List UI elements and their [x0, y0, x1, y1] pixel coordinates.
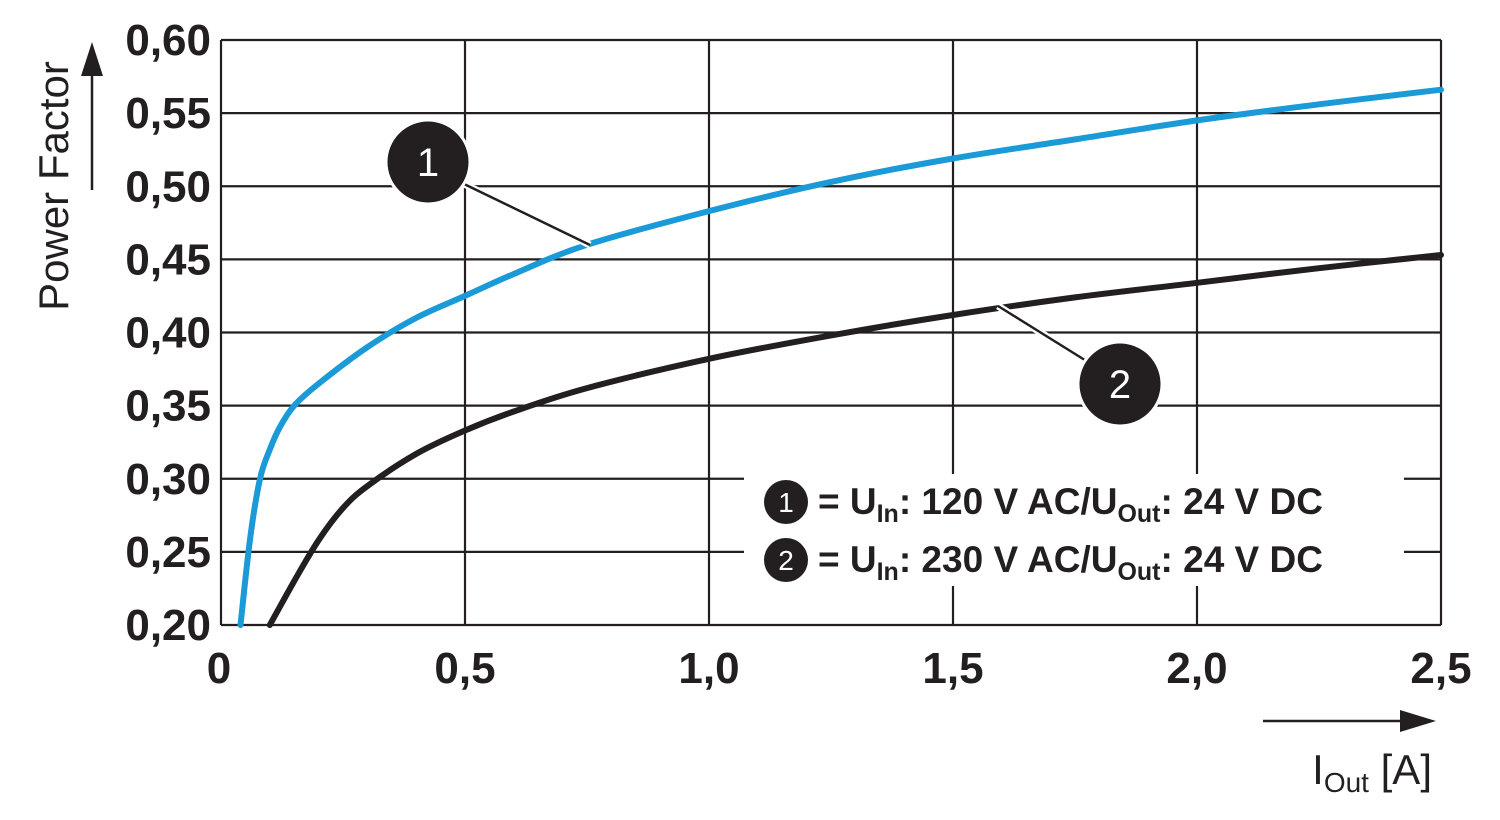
- x-axis-title-sub: Out: [1324, 767, 1369, 798]
- legend-marker-1-label: 1: [778, 487, 794, 518]
- x-tick-label: 1,0: [678, 644, 739, 693]
- x-axis-title-group: IOut [A]: [1263, 710, 1436, 798]
- y-axis-title-group: Power Factor: [30, 42, 103, 311]
- callout-1-label: 1: [417, 141, 439, 185]
- x-tick-label: 0: [207, 644, 231, 693]
- legend-2-sub-out: Out: [1117, 558, 1161, 586]
- y-tick-labels: 0,20 0,25 0,30 0,35 0,40 0,45 0,50 0,55 0,60: [125, 16, 211, 650]
- y-tick-label: 0,20: [125, 601, 211, 650]
- legend-entry-2-text: = UIn: 230 V AC/UOut: 24 V DC: [818, 539, 1323, 586]
- callout-2: 2: [996, 303, 1164, 428]
- legend-marker-1: [764, 480, 808, 524]
- legend-1-suffix: : 24 V DC: [1161, 481, 1323, 522]
- legend-2-mid: : 230 V AC/U: [899, 539, 1118, 580]
- legend-entry-1: 1 = UIn: 120 V AC/UOut: 24 V DC: [764, 480, 1323, 528]
- y-tick-label: 0,40: [125, 309, 211, 358]
- legend-2-prefix: = U: [818, 539, 877, 580]
- x-tick-label: 2,0: [1166, 644, 1227, 693]
- y-tick-label: 0,55: [125, 89, 211, 138]
- y-axis-arrow-head: [81, 42, 103, 76]
- y-tick-label: 0,50: [125, 162, 211, 211]
- x-axis-arrow-head: [1400, 710, 1436, 732]
- callout-2-badge: [1076, 340, 1164, 428]
- series-line-2: [266, 252, 1444, 628]
- series-lines: [237, 86, 1444, 628]
- x-tick-label: 1,5: [922, 644, 983, 693]
- callout-1-badge: [384, 118, 472, 206]
- legend-1-prefix: = U: [818, 481, 877, 522]
- x-tick-labels: 0 0,5 1,0 1,5 2,0 2,5: [207, 644, 1472, 693]
- x-tick-label: 0,5: [434, 644, 495, 693]
- legend: 1 = UIn: 120 V AC/UOut: 24 V DC 2 = UIn:…: [744, 474, 1404, 586]
- callout-2-leader-inner: [997, 304, 1089, 364]
- y-tick-label: 0,60: [125, 16, 211, 65]
- y-tick-label: 0,35: [125, 382, 211, 431]
- legend-marker-2: [764, 538, 808, 582]
- legend-entry-2: 2 = UIn: 230 V AC/UOut: 24 V DC: [764, 538, 1323, 586]
- legend-2-sub-in: In: [877, 558, 899, 586]
- y-tick-label: 0,30: [125, 455, 211, 504]
- x-axis-title-main: I: [1312, 746, 1324, 793]
- x-tick-label: 2,5: [1410, 644, 1471, 693]
- y-axis-title: Power Factor: [30, 61, 77, 311]
- legend-1-sub-out: Out: [1117, 500, 1161, 528]
- series-line-1: [237, 86, 1444, 628]
- legend-entry-1-text: = UIn: 120 V AC/UOut: 24 V DC: [818, 481, 1323, 528]
- callout-2-label: 2: [1109, 363, 1131, 407]
- legend-1-sub-in: In: [877, 500, 899, 528]
- legend-marker-2-label: 2: [778, 545, 794, 576]
- y-tick-label: 0,45: [125, 235, 211, 284]
- legend-1-mid: : 120 V AC/U: [899, 481, 1118, 522]
- x-axis-title-unit: [A]: [1369, 746, 1432, 793]
- callout-1: 1: [384, 118, 592, 249]
- legend-2-suffix: : 24 V DC: [1161, 539, 1323, 580]
- callout-1-leader-inner: [461, 181, 591, 247]
- y-tick-label: 0,25: [125, 528, 211, 577]
- legend-box: [744, 474, 1404, 586]
- x-axis-title: IOut [A]: [1312, 746, 1432, 798]
